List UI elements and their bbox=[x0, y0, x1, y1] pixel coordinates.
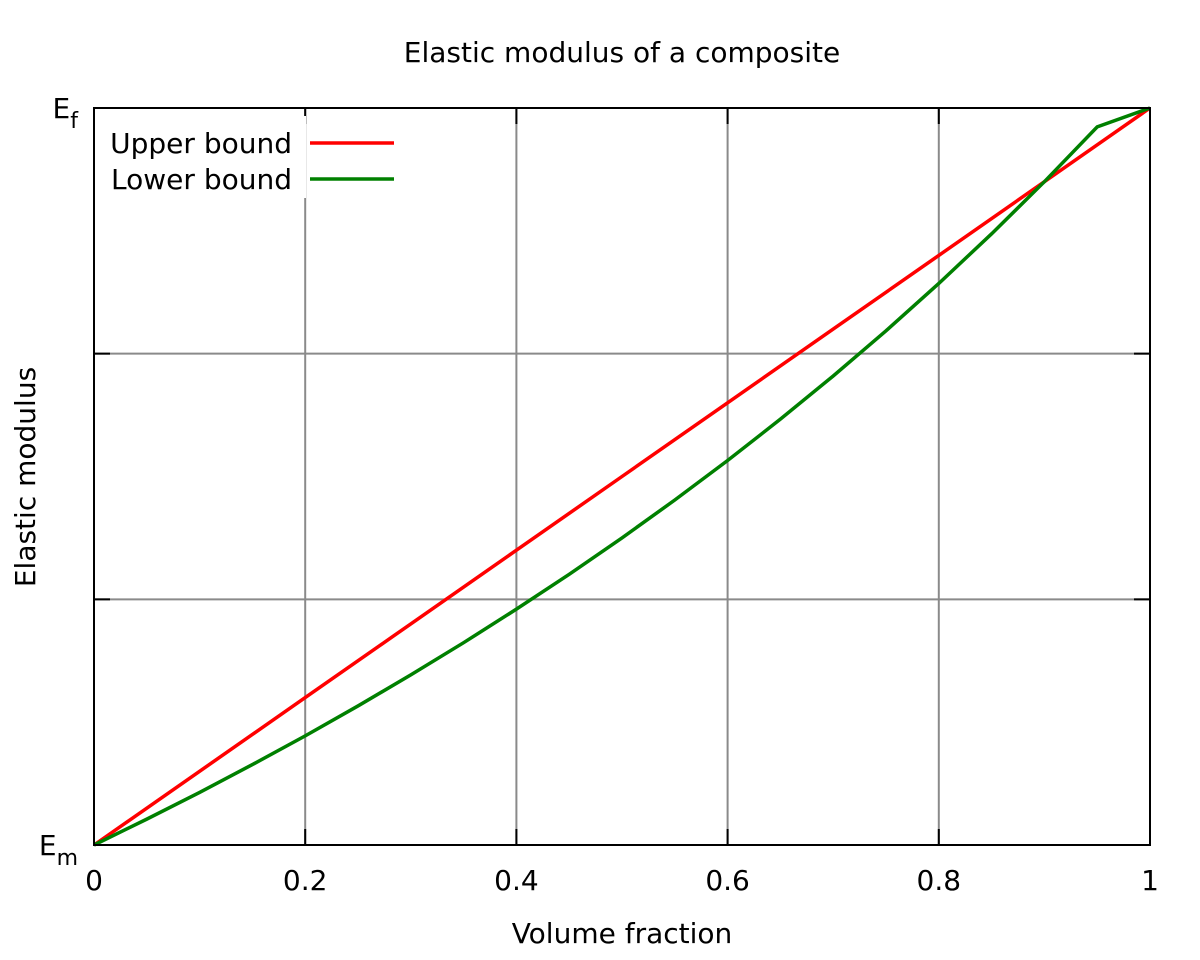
series-line-lower-bound bbox=[93, 106, 1151, 847]
legend-background bbox=[96, 116, 306, 198]
y-tick-label-main: E bbox=[53, 92, 71, 125]
x-tick-label: 0 bbox=[85, 864, 103, 897]
y-tick-label: Ef bbox=[53, 92, 80, 134]
x-tick-label: 1 bbox=[1141, 864, 1159, 897]
legend-label: Lower bound bbox=[111, 163, 292, 196]
series-layer bbox=[92, 106, 1152, 847]
chart-title: Elastic modulus of a composite bbox=[404, 36, 840, 69]
plot-frame bbox=[93, 107, 1151, 846]
series-line-upper-bound bbox=[92, 106, 1152, 847]
x-tick-label: 0.2 bbox=[283, 864, 328, 897]
y-tick-label: Em bbox=[39, 829, 78, 871]
y-axis-label: Elastic modulus bbox=[9, 367, 42, 587]
legend-label: Upper bound bbox=[110, 127, 292, 160]
x-tick-label: 0.8 bbox=[917, 864, 962, 897]
y-tick-label-sub: f bbox=[70, 109, 79, 134]
y-tick-label-main: E bbox=[39, 829, 57, 862]
x-tick-label: 0.4 bbox=[494, 864, 539, 897]
x-tick-label: 0.6 bbox=[705, 864, 750, 897]
grid-layer bbox=[94, 108, 1150, 845]
y-tick-label-sub: m bbox=[57, 846, 78, 871]
x-axis-label: Volume fraction bbox=[512, 917, 733, 950]
